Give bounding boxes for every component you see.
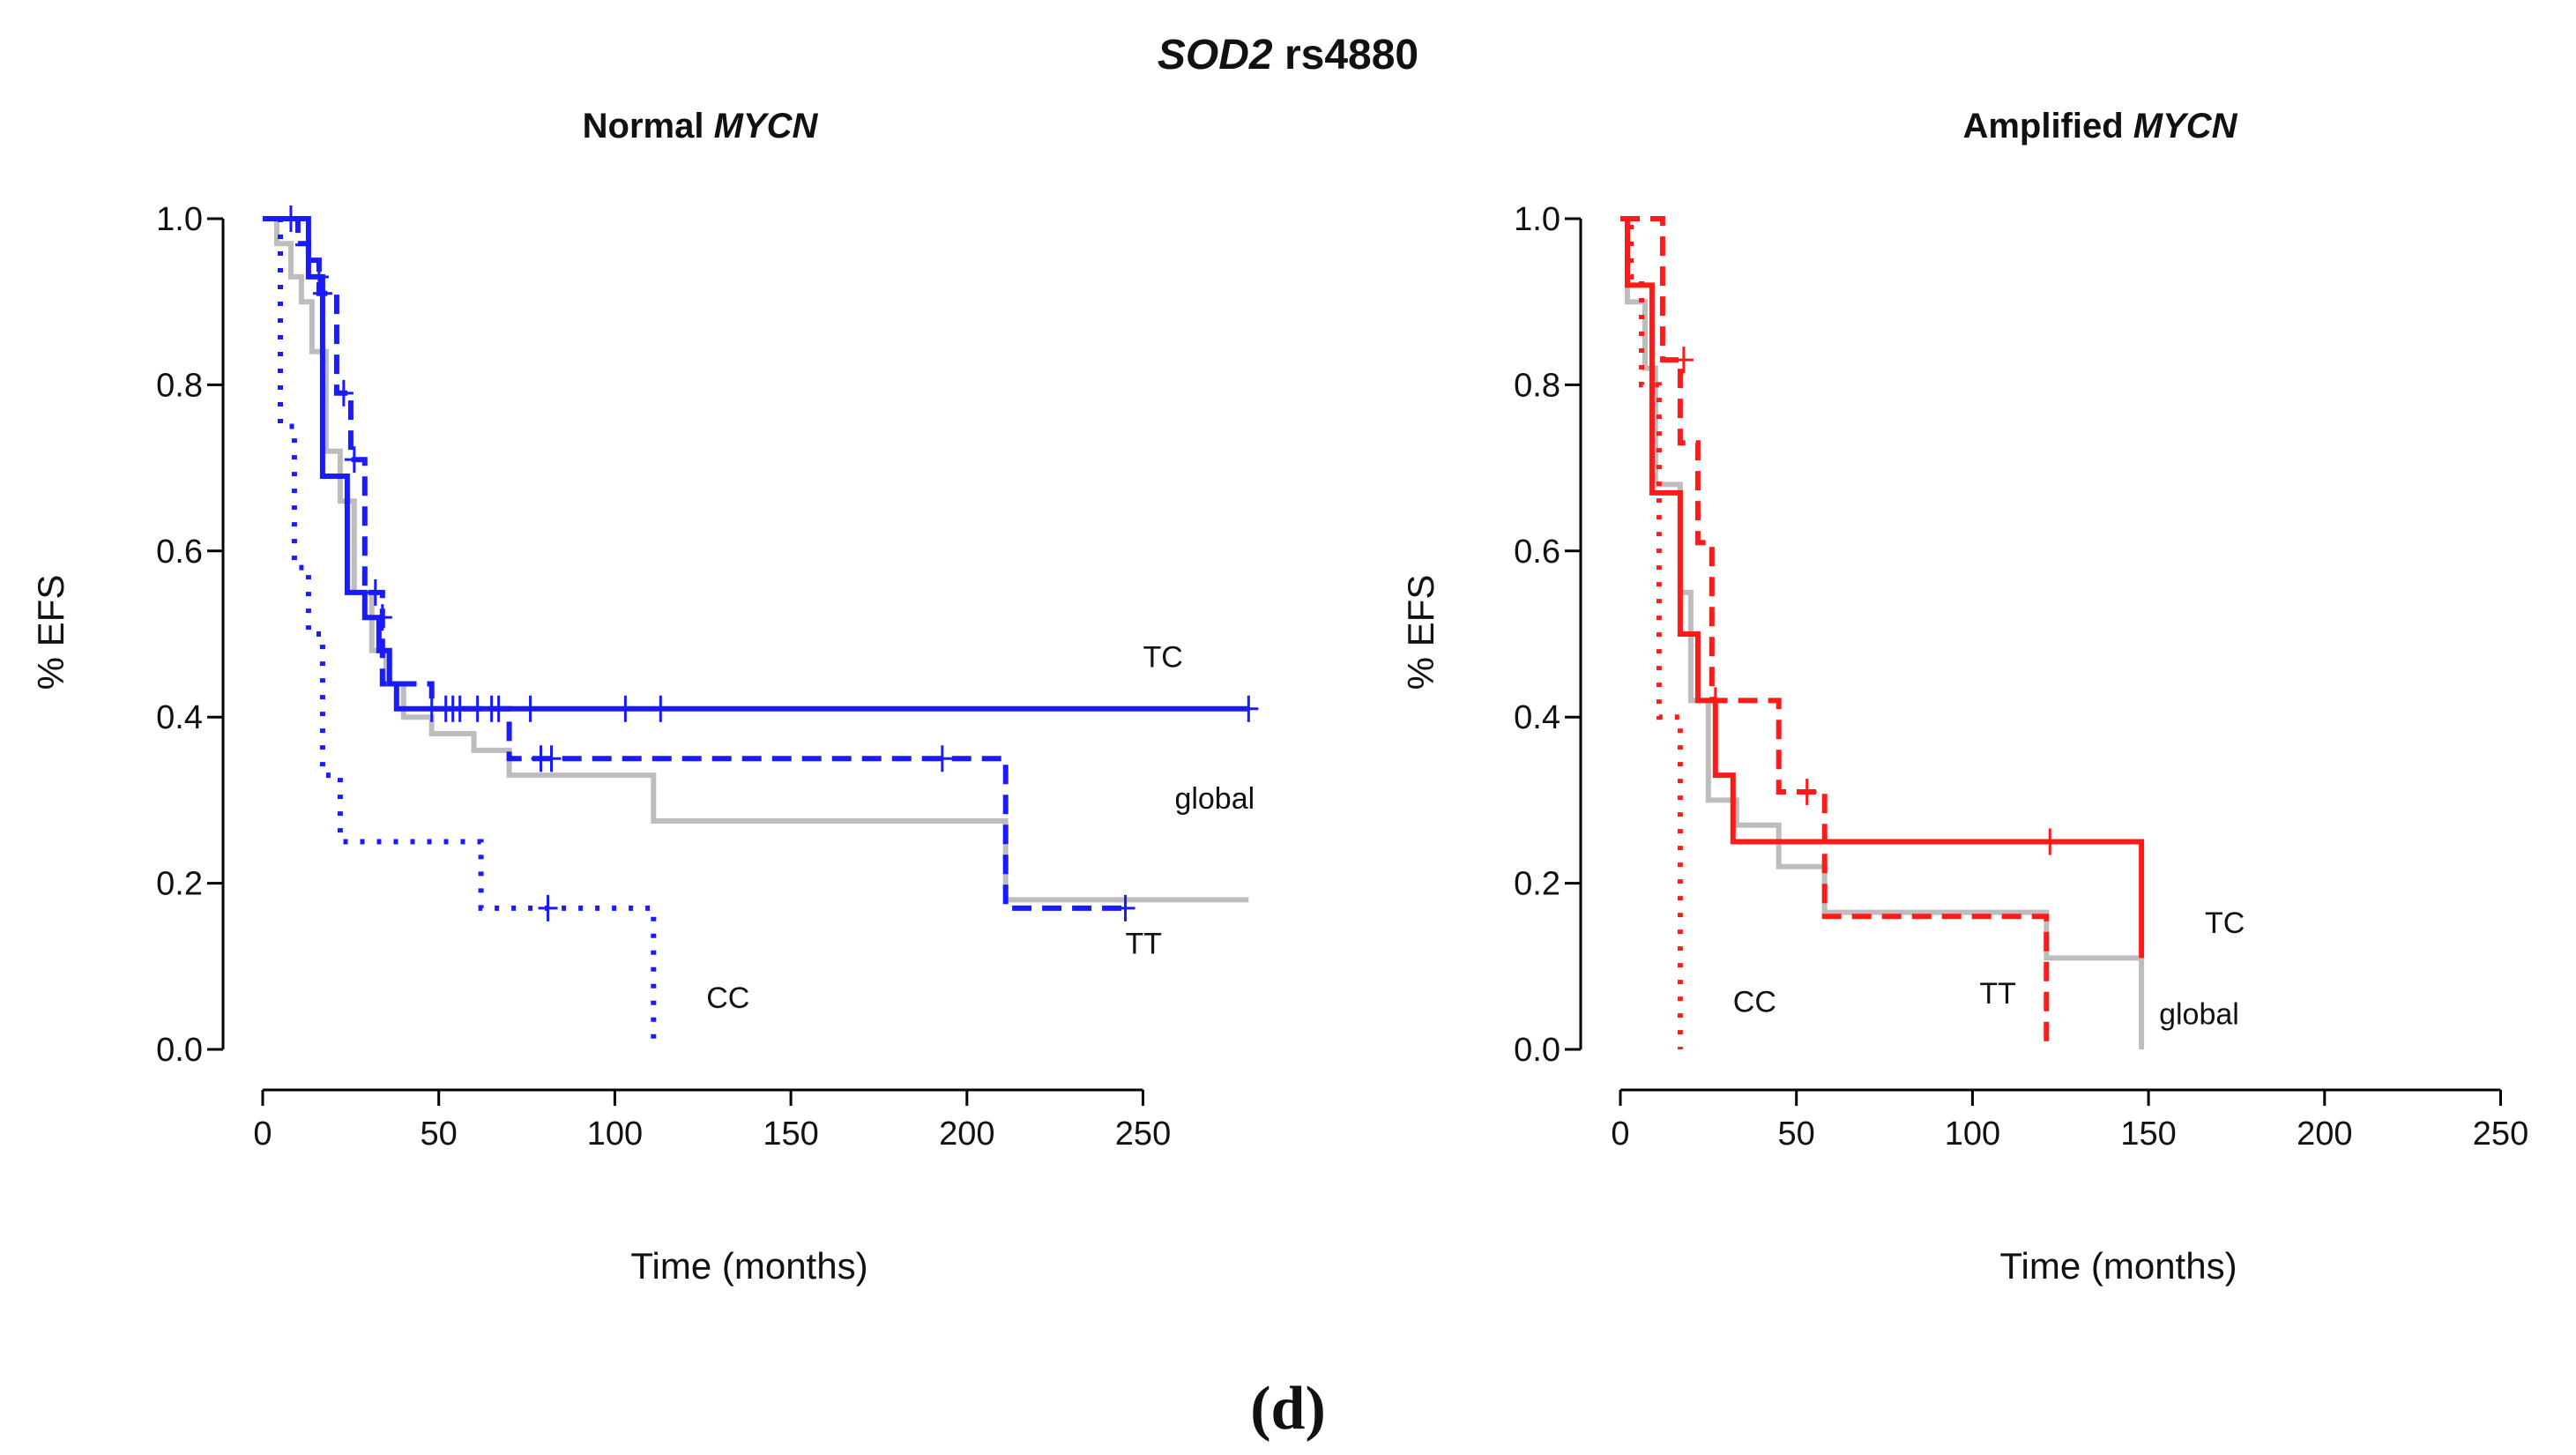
censor-mark: [1673, 347, 1694, 374]
censor-mark: [1797, 778, 1817, 805]
censor-mark: [520, 695, 540, 722]
y-tick-label: 0.4: [156, 699, 203, 736]
y-axis-label-normal: % EFS: [30, 575, 71, 690]
y-tick-label: 0.6: [156, 534, 203, 571]
x-tick-label: 250: [1115, 1116, 1171, 1153]
panel-letter-char: d: [1271, 1375, 1306, 1443]
y-tick-label: 0.0: [156, 1032, 203, 1069]
curve-label-cc: CC: [706, 981, 749, 1015]
y-tick-label: 0.2: [1514, 866, 1560, 903]
x-tick-label: 0: [253, 1116, 272, 1153]
curve-label-tc: TC: [2205, 907, 2245, 940]
censor-mark: [1239, 695, 1259, 722]
panel-title-normal: Normal MYCN: [583, 107, 819, 146]
curve-label-tt: TT: [1979, 977, 2016, 1011]
x-axis-label-normal: Time (months): [630, 1245, 867, 1287]
y-tick-label: 0.6: [1514, 534, 1560, 571]
y-tick-label: 0.8: [1514, 367, 1560, 404]
figure-title-gene: SOD2: [1158, 32, 1273, 78]
y-tick-label: 0.8: [156, 367, 203, 404]
panel-title-normal-gene: MYCN: [714, 107, 819, 146]
km-curve-tt: [1620, 216, 2050, 1049]
x-tick-label: 150: [2120, 1116, 2176, 1153]
x-tick-label: 200: [939, 1116, 994, 1153]
censor-mark: [312, 280, 332, 307]
censor-mark: [615, 695, 636, 722]
figure-title-snp: rs4880: [1273, 32, 1419, 78]
panel-normal-mycn: Normal MYCN Time (months) % EFS 0 50 100 15…: [30, 107, 1259, 1287]
figure-title: SOD2 rs4880: [1158, 32, 1418, 78]
km-curve-tt: [263, 216, 1126, 911]
panel-title-amplified: Amplified MYCN: [1962, 107, 2237, 146]
censor-mark: [443, 695, 463, 722]
censor-mark: [481, 695, 502, 722]
y-tick-label: 0.0: [1514, 1032, 1560, 1069]
curve-label-cc: CC: [1733, 986, 1776, 1019]
curve-label-tc: TC: [1143, 641, 1183, 675]
x-tick-label: 250: [2473, 1116, 2528, 1153]
km-curve-global: [263, 216, 1249, 903]
panel-title-normal-plain: Normal: [583, 107, 714, 146]
censor-mark: [344, 446, 364, 474]
x-tick-label: 100: [1945, 1116, 2000, 1153]
x-tick-label: 50: [421, 1116, 458, 1153]
panel-amplified-mycn: Amplified MYCN Time (months) % EFS 0 50 10…: [1400, 107, 2528, 1287]
y-tick-label: 1.0: [156, 201, 203, 238]
y-tick-label: 0.2: [156, 866, 203, 903]
km-curve-tc: [263, 216, 1249, 712]
censor-mark: [2040, 828, 2060, 855]
x-tick-label: 200: [2297, 1116, 2352, 1153]
censor-mark: [1705, 687, 1725, 714]
censor-mark: [365, 578, 385, 606]
panel-title-amplified-plain: Amplified: [1962, 107, 2133, 146]
x-tick-label: 150: [763, 1116, 818, 1153]
censor-mark: [651, 695, 671, 722]
x-tick-label: 50: [1778, 1116, 1815, 1153]
curve-label-tt: TT: [1126, 928, 1163, 961]
km-curve-tc: [1620, 216, 2145, 959]
censor-mark: [333, 379, 354, 407]
y-tick-label: 1.0: [1514, 201, 1560, 238]
panel-letter-close: ): [1305, 1375, 1325, 1443]
x-axis-label-amplified: Time (months): [1999, 1245, 2237, 1287]
y-tick-label: 0.4: [1514, 699, 1560, 736]
censor-mark: [1115, 894, 1135, 922]
panel-letter: (d): [1250, 1375, 1326, 1443]
curve-label-global: global: [2159, 998, 2239, 1032]
x-tick-label: 0: [1611, 1116, 1629, 1153]
curve-label-global: global: [1174, 782, 1254, 816]
censor-mark: [541, 745, 562, 772]
panel-letter-open: (: [1250, 1375, 1270, 1443]
y-axis-label-amplified: % EFS: [1400, 575, 1441, 690]
censor-mark: [932, 745, 952, 772]
panel-title-amplified-gene: MYCN: [2133, 107, 2238, 146]
x-tick-label: 100: [587, 1116, 643, 1153]
censor-mark: [538, 894, 558, 922]
km-curve-cc: [1620, 216, 1683, 1049]
